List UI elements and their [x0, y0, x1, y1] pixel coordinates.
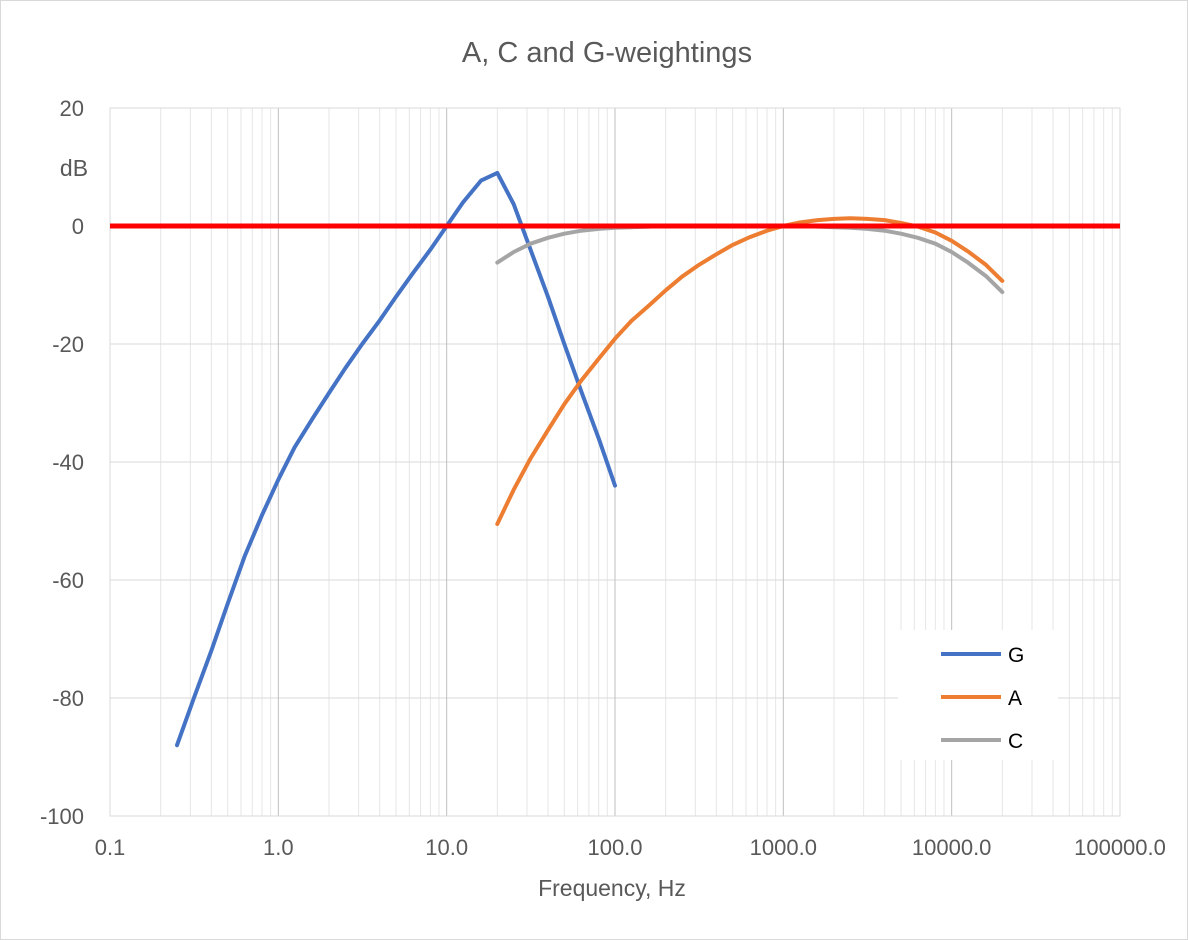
plot-area-border: [109, 107, 1121, 817]
series-layer: [175, 170, 1005, 748]
legend-label-g: G: [1008, 644, 1024, 667]
x-tick-label: 0.1: [95, 835, 126, 860]
y-axis-title: dB: [60, 155, 88, 181]
legend-label-c: C: [1008, 730, 1023, 753]
y-tick-label: -80: [52, 686, 84, 711]
x-tick-label: 10000.0: [912, 835, 992, 860]
series-line-g: [175, 170, 617, 748]
y-tick-label: 0: [72, 214, 84, 239]
x-tick-label: 100.0: [587, 835, 642, 860]
chart-title: A, C and G-weightings: [462, 37, 752, 69]
y-tick-label: -100: [40, 804, 84, 829]
x-axis-title: Frequency, Hz: [538, 875, 686, 901]
x-axis-ticks: 0.1 1.0 10.0 100.0 1000.0 10000.0 100000.0: [95, 835, 1166, 860]
legend: GAC: [898, 630, 1058, 760]
y-tick-label: -60: [52, 568, 84, 593]
y-tick-label: 20: [60, 96, 84, 121]
y-tick-label: -20: [52, 332, 84, 357]
y-axis-ticks: 20 0 -20 -40 -60 -80 -100: [40, 96, 84, 829]
x-tick-label: 100000.0: [1074, 835, 1166, 860]
x-tick-label: 1000.0: [750, 835, 817, 860]
legend-label-a: A: [1008, 687, 1022, 710]
x-tick-label: 1.0: [263, 835, 294, 860]
y-tick-label: -40: [52, 450, 84, 475]
x-tick-label: 10.0: [425, 835, 468, 860]
